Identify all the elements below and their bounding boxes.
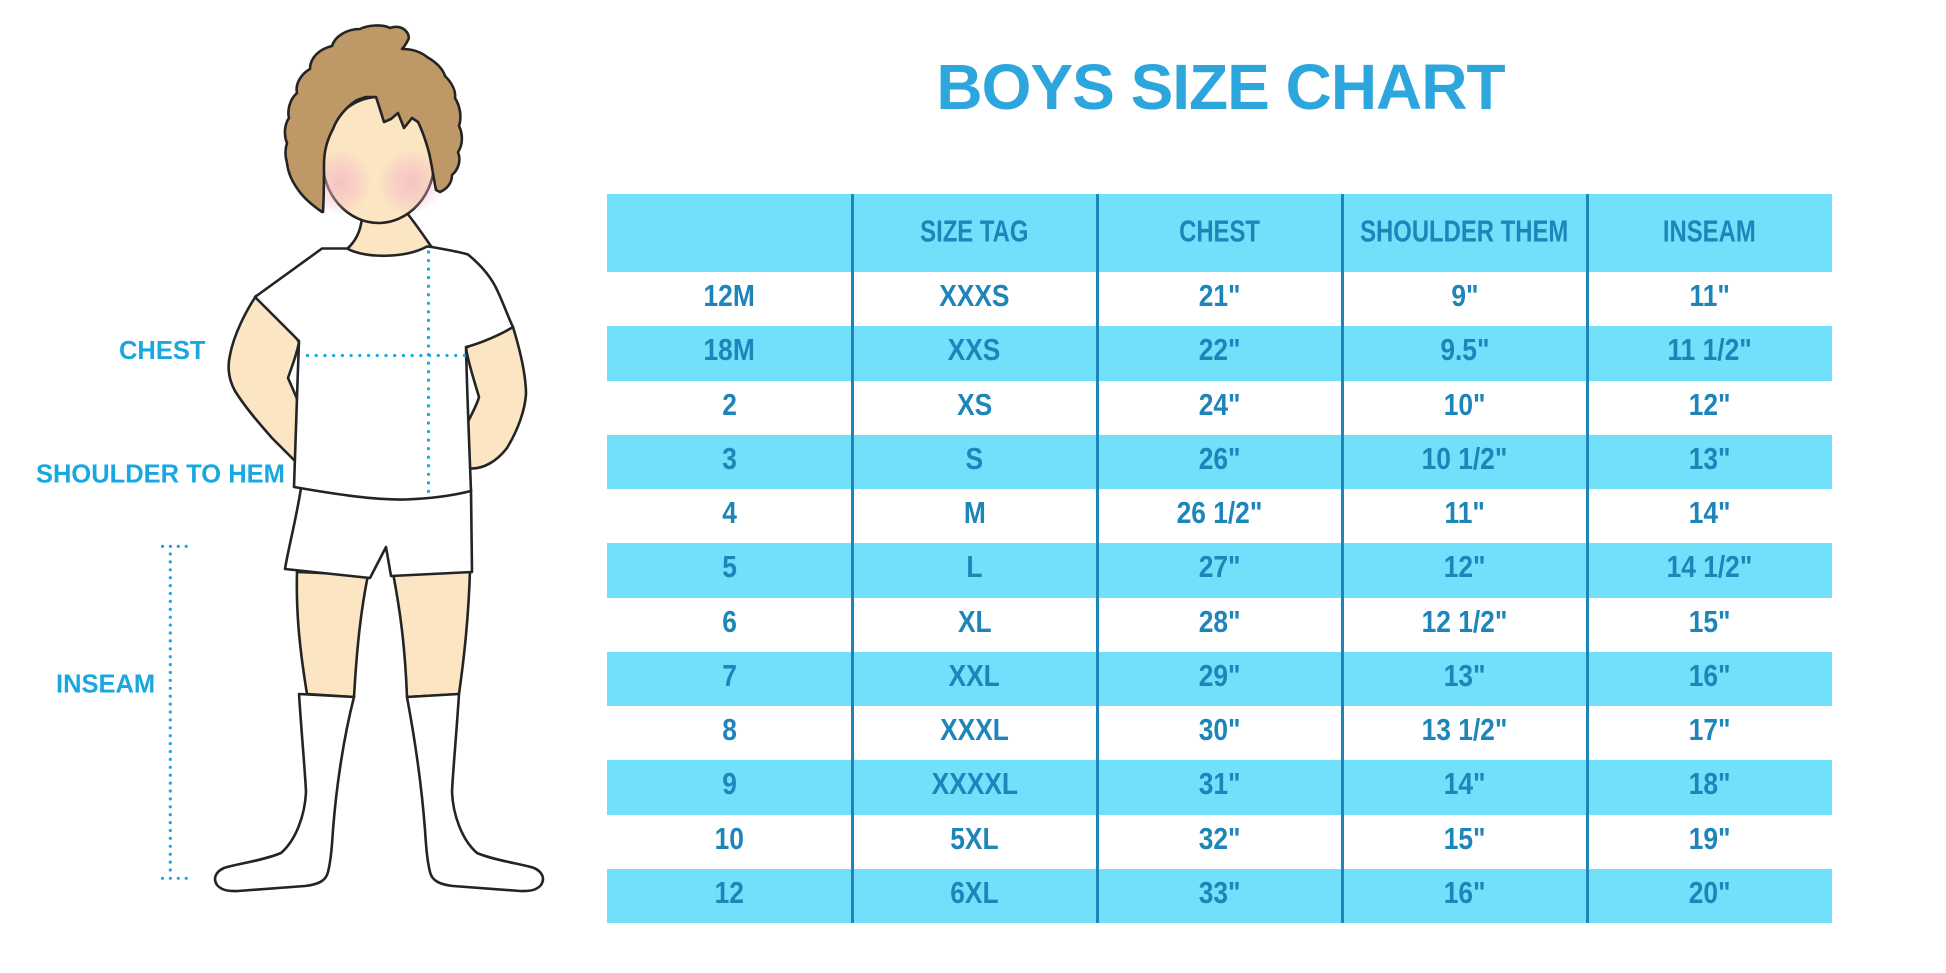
svg-text:INSEAM: INSEAM [56, 671, 155, 699]
svg-text:CHEST: CHEST [119, 337, 206, 365]
svg-text:SHOULDER TO HEM: SHOULDER TO HEM [36, 461, 285, 489]
